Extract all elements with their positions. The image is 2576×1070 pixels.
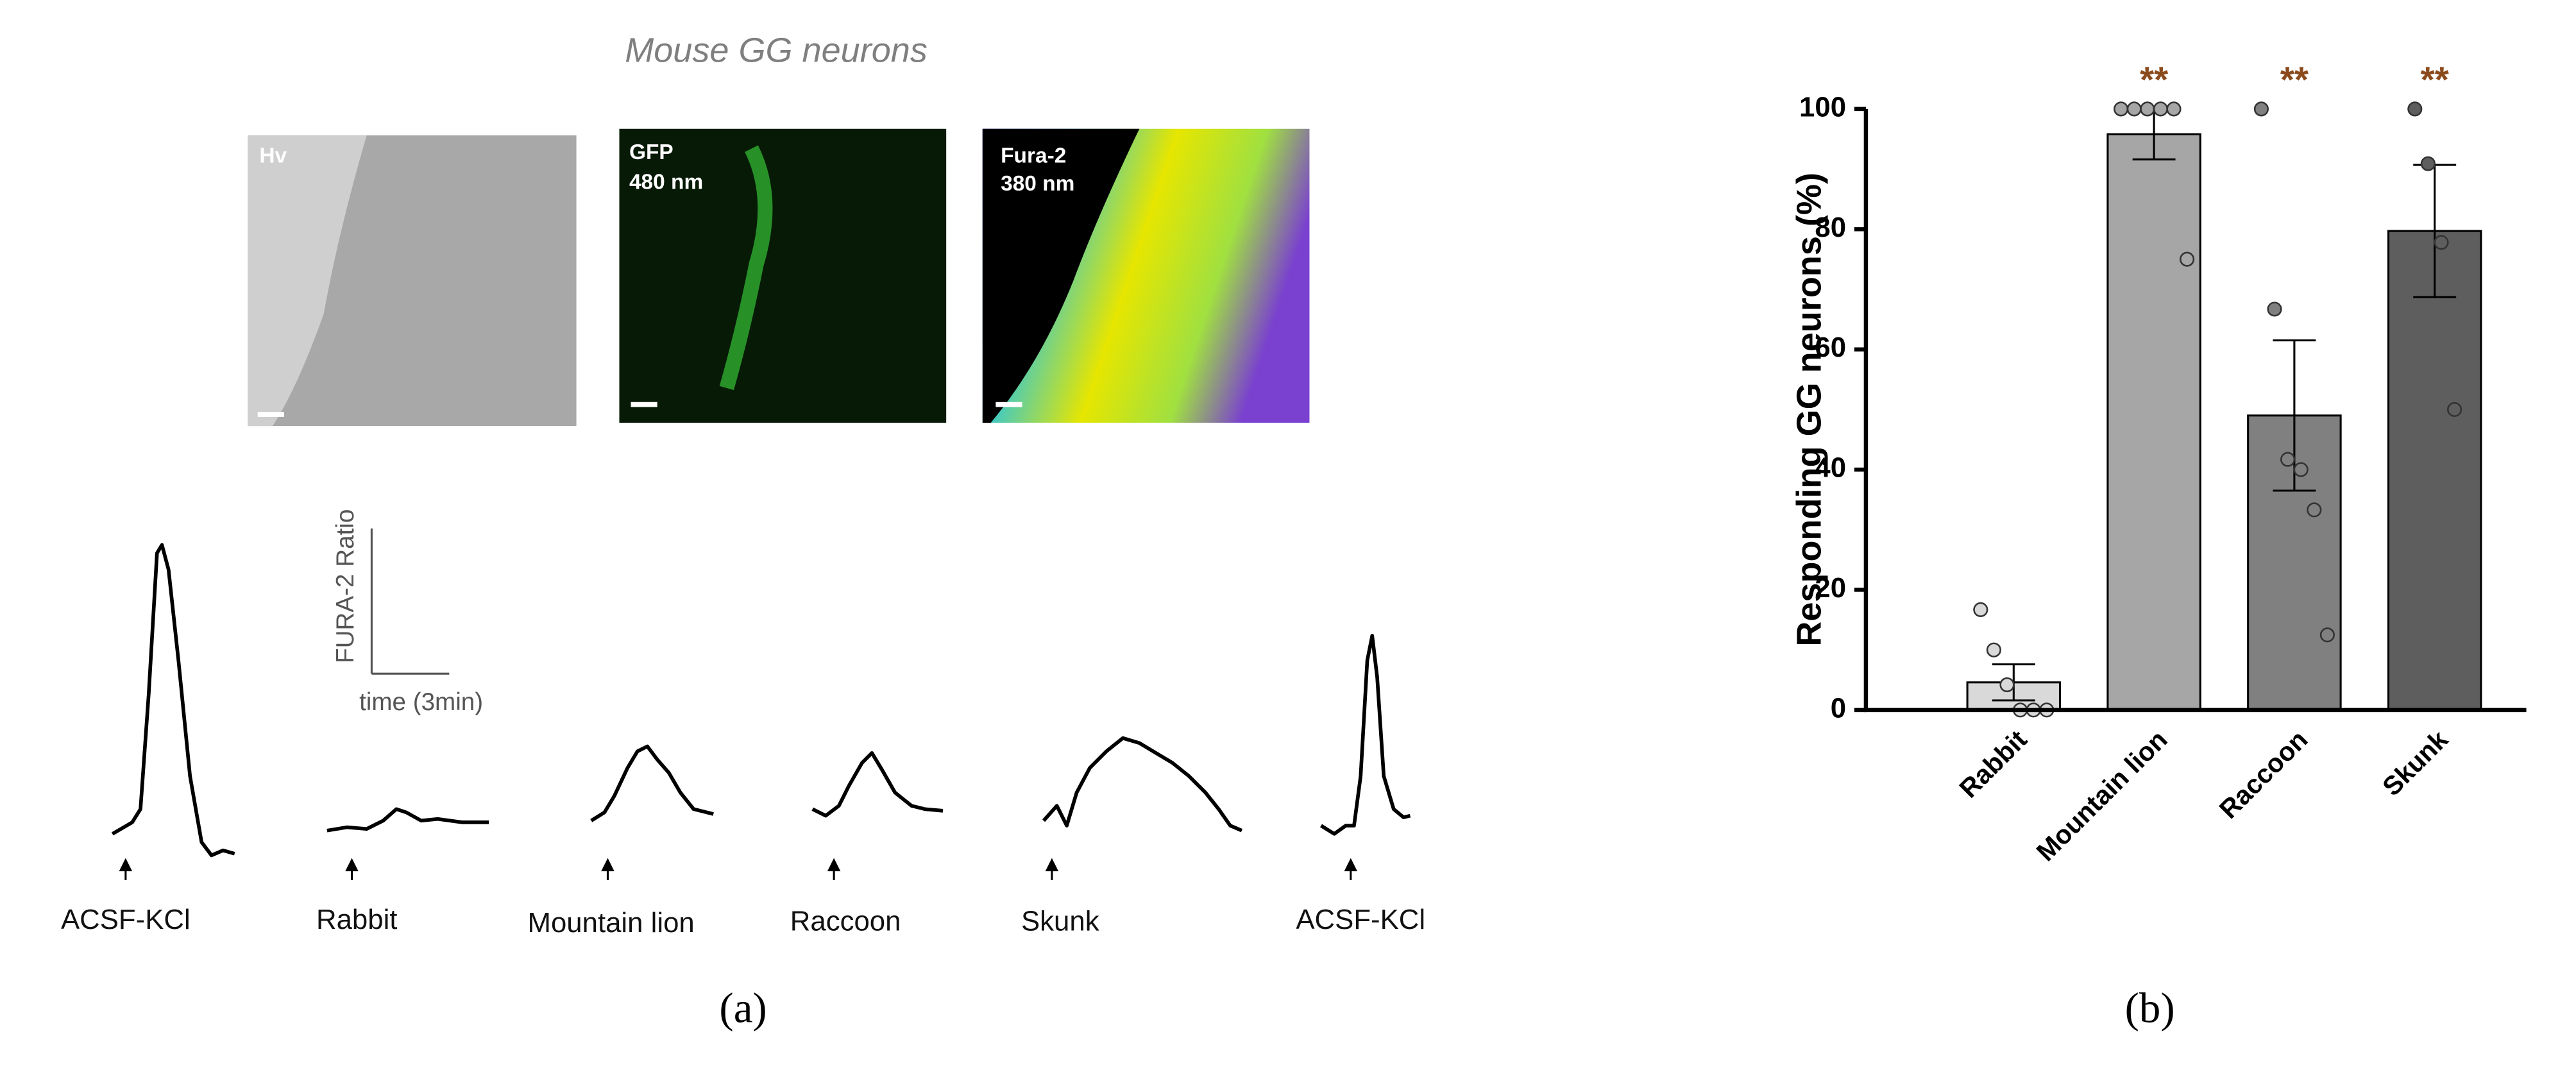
stimulus-label: Mountain lion (528, 907, 695, 938)
y-tick-label: 40 (1815, 452, 1846, 484)
image-label: GFP (629, 140, 674, 164)
data-point (2280, 452, 2296, 467)
scale-bar (370, 528, 450, 675)
y-tick-label: 100 (1799, 91, 1846, 123)
data-point (2420, 156, 2436, 171)
image-region (982, 128, 1140, 423)
error-bar (2273, 339, 2316, 492)
data-point (2319, 627, 2335, 643)
stimulus-label: ACSF-KCl (61, 904, 191, 935)
data-point (2126, 101, 2142, 117)
stimulus-label: Rabbit (316, 904, 397, 935)
panel-caption: (b) (2125, 984, 2175, 1032)
image-label: 380 nm (1001, 172, 1074, 196)
trace (1319, 634, 1411, 836)
bar (2106, 133, 2201, 711)
image-label: Fura-2 (1001, 144, 1066, 167)
image-region (248, 135, 367, 427)
image-label: Hv (259, 144, 287, 167)
x-tick-label: Rabbit (1954, 724, 2033, 803)
y-axis-label: Responding GG neurons (%) (1790, 173, 1828, 647)
image-scale-bars (257, 402, 1022, 417)
stimulus-arrows (119, 858, 1358, 880)
panel-caption: (a) (719, 984, 767, 1032)
stimulus-label: ACSF-KCl (1296, 904, 1425, 935)
data-point (2140, 101, 2155, 117)
x-tick-label: Skunk (2377, 724, 2453, 801)
stimulus-label: Raccoon (790, 905, 901, 937)
scale-x-label: time (3min) (359, 688, 483, 716)
trace (590, 744, 714, 822)
significance-label: ** (2140, 60, 2168, 100)
data-point (2253, 101, 2269, 117)
y-tick-label: 80 (1815, 212, 1846, 243)
stimulus-label: Skunk (1021, 905, 1099, 937)
trace (811, 751, 944, 818)
data-point (2446, 402, 2462, 417)
significance-label: ** (2421, 60, 2449, 100)
y-tick-label: 60 (1815, 332, 1846, 363)
y-tick-label: 20 (1815, 572, 1846, 604)
x-tick-label: Raccoon (2214, 725, 2313, 824)
scale-y-label: FURA-2 Ratio (332, 509, 359, 663)
data-point (2307, 502, 2322, 518)
data-point (2179, 251, 2195, 267)
data-point (2407, 101, 2423, 117)
data-point (2153, 101, 2168, 117)
data-point (2114, 101, 2129, 117)
data-point (2293, 462, 2309, 477)
data-point (1973, 602, 1988, 617)
bar (2387, 230, 2482, 711)
gfp-image (619, 128, 947, 423)
panel-title: Mouse GG neurons (625, 31, 928, 70)
image-label: 480 nm (629, 171, 703, 194)
image-region (719, 145, 773, 391)
trace (1042, 736, 1243, 833)
data-point (2166, 101, 2182, 117)
trace (111, 543, 235, 858)
traces (111, 543, 1411, 858)
y-tick-label: 0 (1831, 692, 1846, 724)
x-tick-label: Mountain lion (2031, 725, 2173, 867)
data-point (2434, 235, 2449, 250)
data-point (2267, 301, 2282, 317)
data-point (1986, 642, 2001, 658)
significance-label: ** (2280, 60, 2309, 100)
bar-chart: 0 20 40 60 80 100 Rabbit ** Mountain lion ** Racco… (1799, 60, 2527, 867)
trace (326, 807, 489, 833)
data-point (1999, 677, 2015, 693)
